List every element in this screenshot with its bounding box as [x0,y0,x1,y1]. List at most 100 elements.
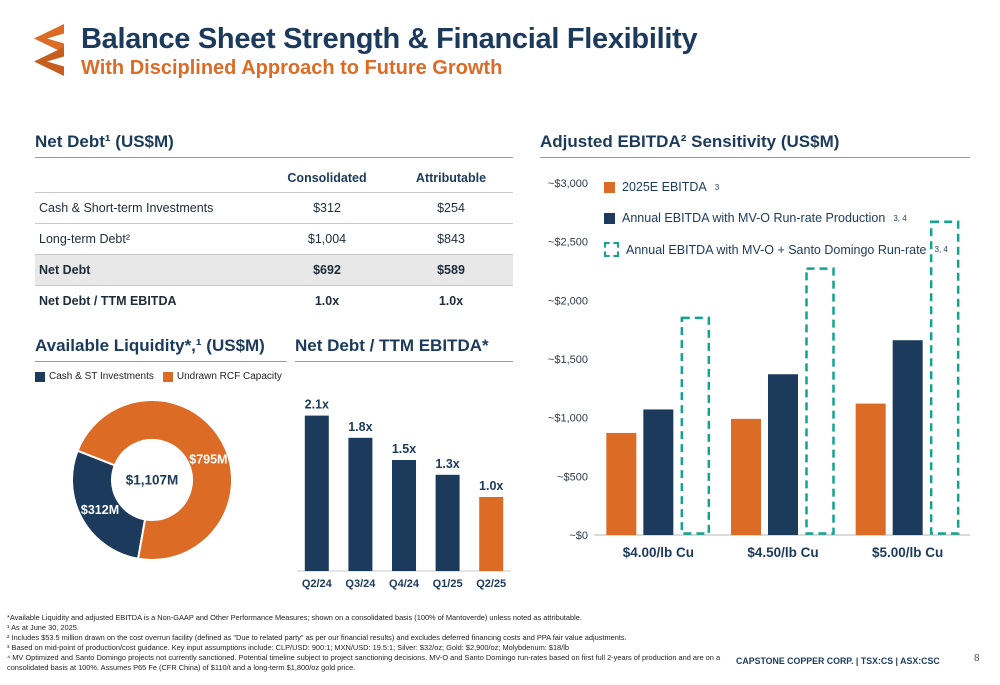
table-cell: Cash & Short-term Investments [39,201,214,215]
donut-slice [76,399,233,561]
ttm-bar [304,415,329,571]
bar-value-label: 2.1x [305,398,329,412]
legend-footnote-marker: 3, 4 [934,245,948,254]
table-cell: $1,004 [307,232,347,246]
legend-item: 2025E EBITDA 3 [604,180,948,194]
footnote-line: ¹ As at June 30, 2025. [7,622,79,632]
donut-slice [71,449,147,560]
footnote-line: ² Includes $53.5 million drawn on the co… [7,632,627,642]
ttm-bar-chart: 2.1x Q2/24 1.8x Q3/24 1.5x Q4/24 1.3x Q1/25 1.0x… [297,398,511,590]
y-tick-label: ~$500 [557,471,588,483]
sensitivity-bar-chart: ~$3,000 ~$2,500 ~$2,000 ~$1,500 ~$1,000 ~$500… [548,178,970,560]
col-attributable: Attributable [415,171,487,185]
donut-slice-label: $795M [189,452,227,466]
sensitivity-bar-dashed [929,220,960,535]
y-tick-label: ~$1,000 [548,413,588,425]
table-cell: Net Debt [39,263,91,277]
bar-value-label: 1.5x [392,442,416,456]
liquidity-legend: Cash & ST Investments Undrawn RCF Capacit… [35,371,287,382]
table-cell: $692 [313,263,341,277]
legend-footnote-marker: 3 [714,182,720,192]
footnote-line: *Available Liquidity and adjusted EBITDA… [7,613,582,622]
y-tick-label: ~$2,000 [548,295,588,307]
y-tick-label: ~$0 [569,530,588,542]
sensitivity-bar-dashed [680,316,711,535]
liquidity-donut-chart: $312M $795M $1,107M [71,399,233,561]
table-cell: $312 [313,201,341,215]
bar-category-label: $4.50/lb Cu [747,545,818,560]
net-debt-title: Net Debt¹ (US$M) [35,132,513,158]
legend-label: 2025E EBITDA [622,180,707,194]
legend-label: Annual EBITDA with MV-O Run-rate Product… [622,211,886,225]
legend-swatch-icon [604,242,619,257]
legend-label: Cash & ST Investments [49,371,154,382]
bar-category-label: $4.00/lb Cu [623,545,694,560]
sensitivity-bar [643,409,674,535]
page-number: 8 [974,653,980,664]
slide-header: Balance Sheet Strength & Financial Flexi… [28,23,698,81]
slide-subtitle: With Disciplined Approach to Future Grow… [81,57,503,80]
table-cell: $589 [437,263,465,277]
legend-swatch-icon [162,371,173,382]
legend-item: Annual EBITDA with MV-O + Santo Domingo … [604,242,948,257]
table-cell: 1.0x [438,294,464,308]
col-consolidated: Consolidated [287,171,367,185]
sensitivity-bar [768,374,798,535]
legend-item: Annual EBITDA with MV-O Run-rate Product… [604,211,948,225]
y-tick-label: ~$2,500 [548,237,588,249]
table-row: Net Debt / TTM EBITDA 1.0x 1.0x [35,285,513,317]
ttm-bar [348,437,373,571]
bar-value-label: 1.0x [479,479,503,493]
footnote-line: ⁴ MV Optimized and Santo Domingo project… [7,652,721,672]
ttm-section: Net Debt / TTM EBITDA* 2.1x Q2/24 1.8x Q3/2… [295,336,513,614]
ttm-bar [479,497,504,571]
table-cell: $843 [437,232,465,246]
table-row: Net Debt $692 $589 [35,254,513,286]
bar-category-label: Q3/24 [345,578,376,590]
slide-title: Balance Sheet Strength & Financial Flexi… [81,23,698,55]
bar-value-label: 1.8x [348,420,372,434]
sensitivity-legend: 2025E EBITDA 3 Annual EBITDA with MV-O Run… [604,180,948,257]
bar-value-label: 1.3x [435,457,459,471]
bar-category-label: Q1/25 [433,578,463,590]
ttm-title: Net Debt / TTM EBITDA* [295,336,513,362]
bar-category-label: $5.00/lb Cu [872,545,943,560]
y-tick-label: ~$1,500 [548,354,588,366]
sensitivity-bar [606,432,637,535]
legend-item: Cash & ST Investments [35,371,154,382]
legend-label: Annual EBITDA with MV-O + Santo Domingo … [626,242,927,257]
legend-label: Undrawn RCF Capacity [176,371,282,382]
liquidity-title: Available Liquidity*,¹ (US$M) [35,336,287,362]
sensitivity-section: Adjusted EBITDA² Sensitivity (US$M) 2025… [540,132,970,576]
sensitivity-title: Adjusted EBITDA² Sensitivity (US$M) [540,132,970,158]
liquidity-section: Available Liquidity*,¹ (US$M) Cash & ST … [35,336,287,576]
col-blank [35,162,265,193]
donut-slice-label: $312M [81,503,119,517]
legend-swatch-icon [604,181,615,193]
capstone-logo-icon [28,24,68,81]
footnote-line: ³ Based on mid-point of production/cost … [7,642,569,652]
bar-category-label: Q2/25 [476,578,506,590]
legend-swatch-icon [604,212,615,224]
sensitivity-bar [855,403,886,535]
table-row: Long-term Debt² $1,004 $843 [35,223,513,255]
legend-footnote-marker: 3, 4 [893,213,907,223]
bar-category-label: Q2/24 [302,578,333,590]
table-row: Cash & Short-term Investments $312 $254 [35,192,513,224]
legend-swatch-icon [35,371,45,382]
y-tick-label: ~$3,000 [548,178,588,190]
sensitivity-bar-dashed [805,267,835,535]
net-debt-section: Net Debt¹ (US$M) Consolidated Attributab… [35,132,513,316]
net-debt-table: Consolidated Attributable Cash & Short-t… [35,162,513,316]
footer-ticker: CAPSTONE COPPER CORP. | TSX:CS | ASX:CSC [736,656,940,666]
net-debt-table-body: Cash & Short-term Investments $312 $254 Lon… [35,192,513,317]
donut-center-label: $1,107M [126,473,179,488]
bar-category-label: Q4/24 [389,578,420,590]
sensitivity-bar [892,340,923,535]
footnotes: *Available Liquidity and adjusted EBITDA… [7,613,742,673]
table-cell: Long-term Debt² [39,232,131,246]
table-cell: $254 [437,201,465,215]
ttm-bar [392,460,416,571]
table-header-row: Consolidated Attributable [35,162,513,193]
title-block: Balance Sheet Strength & Financial Flexi… [81,23,698,80]
